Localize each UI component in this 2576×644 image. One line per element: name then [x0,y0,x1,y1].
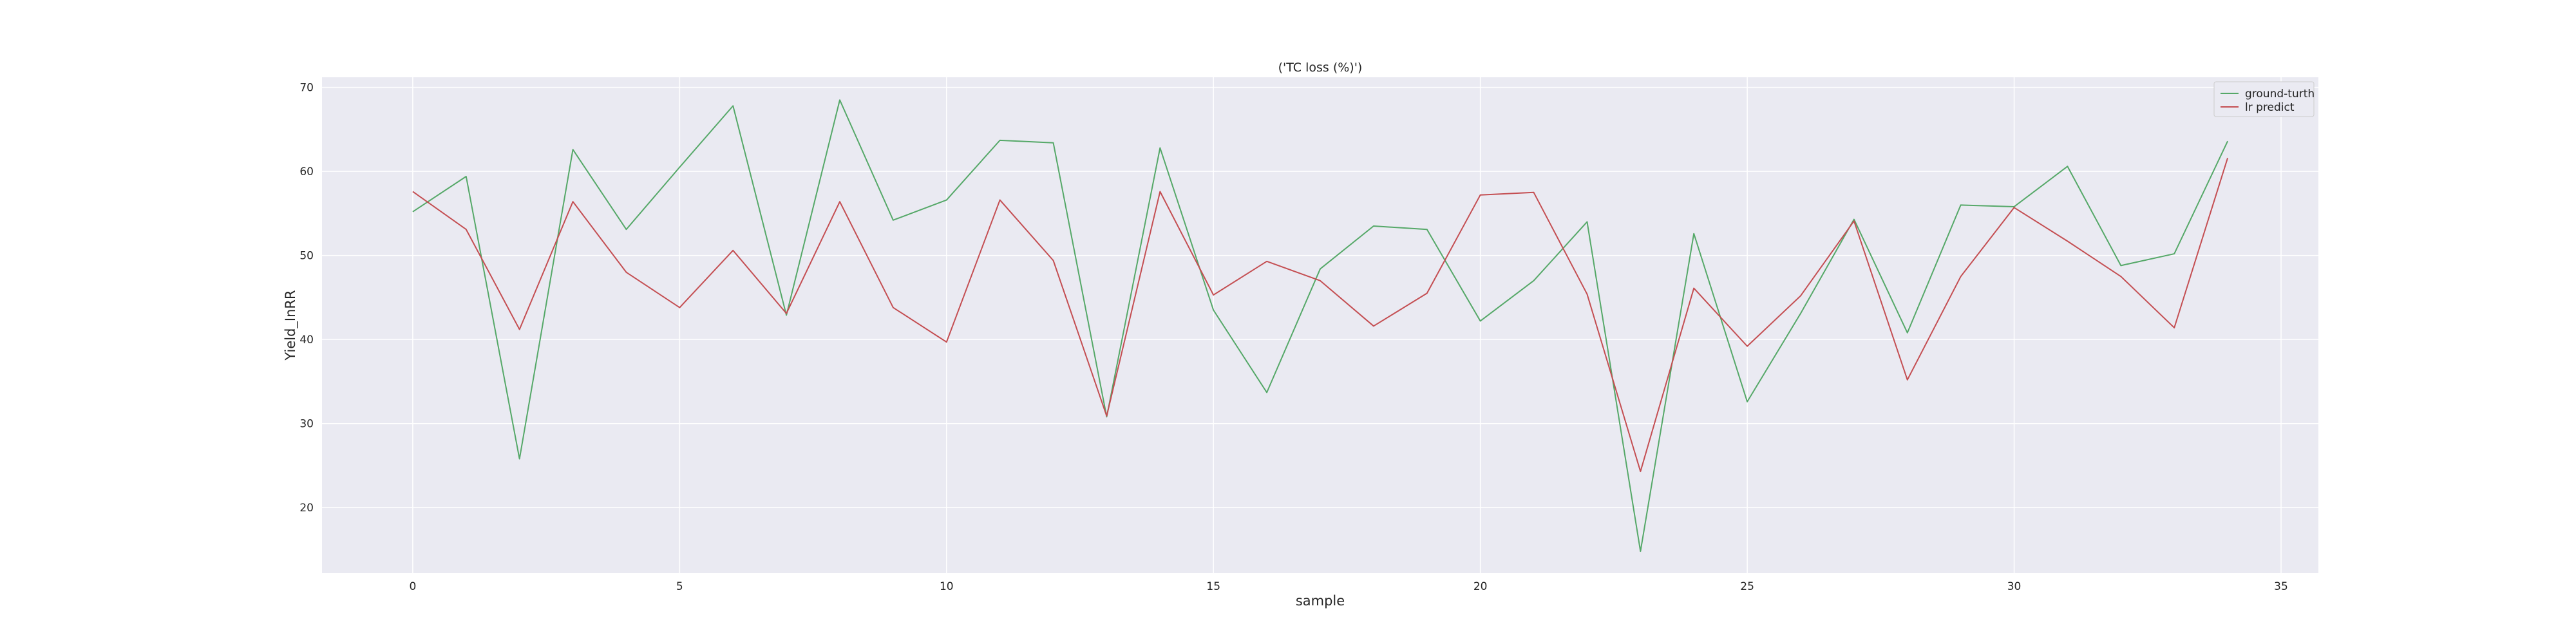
y-tick-label: 40 [299,334,314,346]
x-tick-label: 0 [409,580,416,593]
y-axis-label: Yield_InRR [283,290,299,361]
y-tick-label: 20 [299,502,314,515]
x-tick-label: 20 [1473,580,1488,593]
series-line-prediction [412,157,2229,473]
y-tick-label: 30 [299,418,314,431]
y-tick-labels: 20 30 40 50 60 70 [299,82,314,515]
series-line-ground-truth [412,99,2228,553]
grid [322,77,2318,573]
chart-title: ('TC loss (%)') [1278,61,1363,75]
legend-box [2213,81,2315,117]
series-group [412,99,2229,553]
y-tick-label: 70 [299,82,314,95]
x-tick-label: 25 [1740,580,1754,593]
x-tick-label: 15 [1206,580,1220,593]
legend-label: lr predict [2245,101,2295,114]
x-tick-label: 30 [2007,580,2022,593]
x-tick-label: 35 [2274,580,2288,593]
plot-background [322,77,2318,573]
x-tick-labels: 0 5 10 15 20 25 30 35 [409,580,2287,593]
legend-label: ground-turth [2245,88,2315,100]
x-axis-label: sample [1296,593,1345,609]
y-tick-label: 50 [299,250,314,263]
y-tick-label: 60 [299,166,314,178]
x-tick-label: 5 [676,580,683,593]
x-tick-label: 10 [940,580,954,593]
